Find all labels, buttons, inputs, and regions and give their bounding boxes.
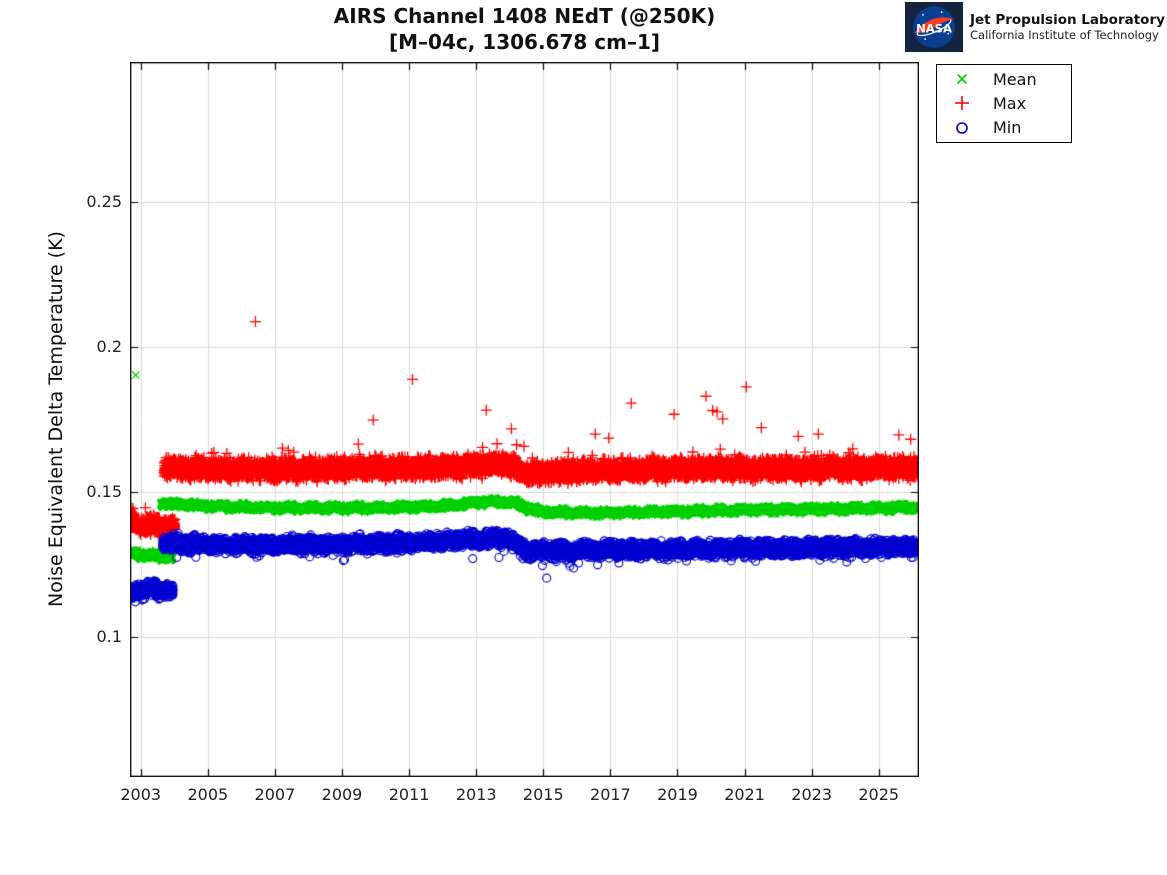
y-tick-label-0.1: 0.1 — [96, 627, 122, 647]
chart-plot-area — [130, 62, 919, 777]
legend-item-min: Min — [937, 116, 1071, 140]
x-tick-label-2007: 2007 — [254, 785, 296, 804]
chart-title-line1: AIRS Channel 1408 NEdT (@250K) — [333, 4, 716, 28]
chart-legend: Mean Max Min — [936, 64, 1072, 143]
x-tick-label-2021: 2021 — [724, 785, 765, 804]
legend-label-max: Max — [993, 93, 1027, 113]
chart-title-line2: [M–04c, 1306.678 cm–1] — [388, 30, 660, 54]
x-tick-label-2019: 2019 — [657, 785, 698, 804]
x-tick-label-2025: 2025 — [858, 785, 900, 804]
chart-title-block: AIRS Channel 1408 NEdT (@250K) [M–04c, 1… — [130, 3, 919, 55]
legend-label-min: Min — [993, 118, 1022, 138]
legend-marker-min-icon — [956, 122, 968, 134]
x-tick-label-2003: 2003 — [120, 785, 162, 804]
y-axis-label: Noise Equivalent Delta Temperature (K) — [45, 231, 67, 607]
x-tick-label-2015: 2015 — [522, 785, 564, 804]
legend-item-mean: Mean — [937, 67, 1071, 91]
jpl-logo: NASA Jet Propulsion Laboratory Californi… — [905, 2, 1165, 52]
x-tick-label-2023: 2023 — [791, 785, 832, 804]
svg-text:NASA: NASA — [916, 21, 952, 35]
x-tick-label-2017: 2017 — [590, 785, 631, 804]
legend-item-max: Max — [937, 91, 1071, 115]
x-tick-label-2011: 2011 — [388, 785, 430, 804]
caltech-name: California Institute of Technology — [970, 28, 1159, 42]
nasa-logo-panel: NASA — [905, 2, 963, 52]
y-tick-label-0.2: 0.2 — [96, 336, 122, 356]
x-tick-label-2013: 2013 — [455, 785, 497, 804]
jpl-name: Jet Propulsion Laboratory — [970, 12, 1165, 28]
x-tick-label-2005: 2005 — [187, 785, 229, 804]
legend-marker-mean-icon — [956, 74, 968, 85]
y-tick-label-0.25: 0.25 — [86, 191, 122, 211]
y-tick-label-0.15: 0.15 — [86, 482, 122, 502]
legend-marker-max-icon — [955, 96, 969, 111]
x-tick-label-2009: 2009 — [321, 785, 363, 804]
jpl-logo-text: Jet Propulsion Laboratory California Ins… — [970, 12, 1165, 42]
nasa-meatball-icon: NASA — [913, 6, 955, 48]
legend-label-mean: Mean — [993, 69, 1037, 89]
